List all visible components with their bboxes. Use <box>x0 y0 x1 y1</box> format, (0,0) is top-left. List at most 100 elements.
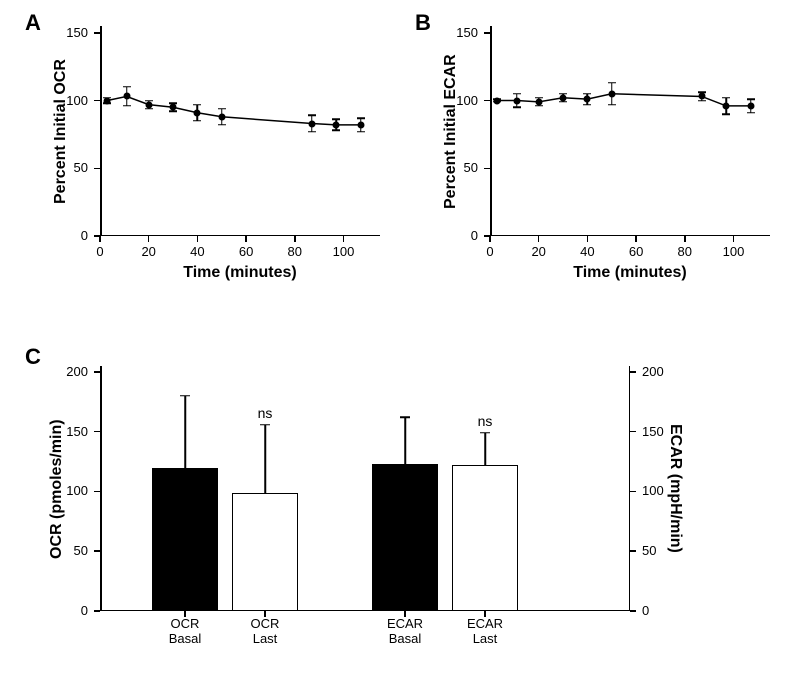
panel-a-ytick <box>94 100 100 102</box>
panel-a-xtick <box>343 236 345 242</box>
panel-a-x-axis <box>100 235 380 237</box>
panel-b-ytick-label: 0 <box>471 228 478 243</box>
panel-c-xcat: OCRBasal <box>169 617 202 647</box>
panel-b-marker <box>698 93 705 100</box>
panel-a-marker <box>170 104 177 111</box>
panel-c-bar-errorcap <box>260 424 270 426</box>
panel-b-xtick-label: 100 <box>723 244 745 259</box>
panel-b-x-axis <box>490 235 770 237</box>
panel-b-xtick <box>684 236 686 242</box>
panel-b-errorcap <box>608 82 616 84</box>
panel-c-bar-errorbar <box>484 433 486 465</box>
panel-c-ytick-label-left: 0 <box>81 603 88 618</box>
panel-b-xtick <box>538 236 540 242</box>
panel-a-ytick-label: 50 <box>74 160 88 175</box>
panel-b-errorcap <box>747 112 755 114</box>
panel-b-y-title: Percent Initial ECAR <box>442 54 460 209</box>
panel-c-y-axis-left <box>100 366 102 611</box>
panel-b-errorcap <box>513 93 521 95</box>
panel-a-xtick-label: 60 <box>239 244 253 259</box>
panel-b-xtick <box>587 236 589 242</box>
panel-c-bar-errorbar <box>184 396 186 468</box>
panel-a-xtick <box>245 236 247 242</box>
panel-c-annot: ns <box>478 413 493 429</box>
panel-c-bar <box>232 493 298 611</box>
panel-c-label: C <box>25 344 41 370</box>
panel-a-xtick-label: 80 <box>288 244 302 259</box>
panel-c-bar-errorcap <box>180 395 190 397</box>
panel-b-x-title: Time (minutes) <box>573 264 687 282</box>
panel-c-bar <box>372 464 438 611</box>
panel-a-errorcap <box>145 108 153 110</box>
panel-a-xtick-label: 0 <box>96 244 103 259</box>
panel-b-errorcap <box>559 101 567 103</box>
panel-b-marker <box>584 96 591 103</box>
panel-b-errorcap <box>513 107 521 109</box>
panel-b-plot <box>490 26 770 236</box>
panel-a-marker <box>104 97 111 104</box>
panel-c-bar-errorbar <box>264 425 266 493</box>
panel-b-errorcap <box>747 98 755 100</box>
panel-c-ytick-left <box>94 550 100 552</box>
panel-a-marker <box>357 121 364 128</box>
panel-a-xtick <box>197 236 199 242</box>
panel-a-errorcap <box>332 119 340 121</box>
panel-c-ytick-right <box>630 610 636 612</box>
panel-c-plot <box>100 366 630 611</box>
panel-a-marker <box>145 101 152 108</box>
panel-b-ytick <box>484 32 490 34</box>
panel-b-xtick <box>635 236 637 242</box>
panel-a-errorcap <box>357 131 365 133</box>
panel-b-errorcap <box>722 113 730 115</box>
panel-c-ytick-label-left: 150 <box>66 424 88 439</box>
panel-c-ytick-left <box>94 431 100 433</box>
panel-b-xtick-label: 80 <box>678 244 692 259</box>
panel-a-ytick <box>94 32 100 34</box>
panel-a-x-title: Time (minutes) <box>183 264 297 282</box>
panel-b-xtick <box>489 236 491 242</box>
panel-c-ytick-label-right: 200 <box>642 364 664 379</box>
panel-a-ytick <box>94 168 100 170</box>
panel-c-ytick-label-left: 200 <box>66 364 88 379</box>
figure: A 0 50 100 150 0 20 40 60 80 100 Percent Initial OC… <box>0 0 800 697</box>
panel-c-ytick-right <box>630 491 636 493</box>
panel-a-y-title: Percent Initial OCR <box>52 59 70 204</box>
panel-c-ytick-right <box>630 550 636 552</box>
panel-a-errorcap <box>357 117 365 119</box>
panel-b-ytick <box>484 168 490 170</box>
panel-a-errorcap <box>218 124 226 126</box>
panel-c-bar-errorcap <box>400 417 410 419</box>
panel-c-ytick-right <box>630 431 636 433</box>
panel-c-y-title-left: OCR (pmoles/min) <box>48 419 66 559</box>
panel-a-xtick-label: 20 <box>141 244 155 259</box>
panel-c-y-title-right: ECAR (mpH/min) <box>666 424 684 553</box>
panel-b-xtick-label: 0 <box>486 244 493 259</box>
panel-a-label: A <box>25 10 41 36</box>
panel-a-plot <box>100 26 380 236</box>
panel-b-errorcap <box>583 104 591 106</box>
panel-a-errorcap <box>193 120 201 122</box>
panel-a-xtick-label: 40 <box>190 244 204 259</box>
panel-a-errorcap <box>169 111 177 113</box>
panel-b-xtick <box>733 236 735 242</box>
panel-a-xtick <box>99 236 101 242</box>
panel-c-bar <box>452 465 518 611</box>
panel-b-marker <box>513 97 520 104</box>
panel-b-marker <box>560 94 567 101</box>
panel-b-xtick-label: 60 <box>629 244 643 259</box>
panel-a-marker <box>308 120 315 127</box>
panel-b-y-axis <box>490 26 492 236</box>
panel-b-errorcap <box>608 104 616 106</box>
panel-b-marker <box>747 102 754 109</box>
panel-a-marker <box>333 121 340 128</box>
panel-c-xcat: OCRLast <box>251 617 280 647</box>
panel-b-marker <box>723 102 730 109</box>
panel-a-errorcap <box>308 131 316 133</box>
panel-b-errorcap <box>722 97 730 99</box>
panel-b-label: B <box>415 10 431 36</box>
panel-a-xtick <box>294 236 296 242</box>
panel-c-ytick-label-right: 100 <box>642 483 664 498</box>
panel-a-xtick <box>148 236 150 242</box>
panel-b-ytick-label: 50 <box>464 160 478 175</box>
panel-a-marker <box>218 113 225 120</box>
